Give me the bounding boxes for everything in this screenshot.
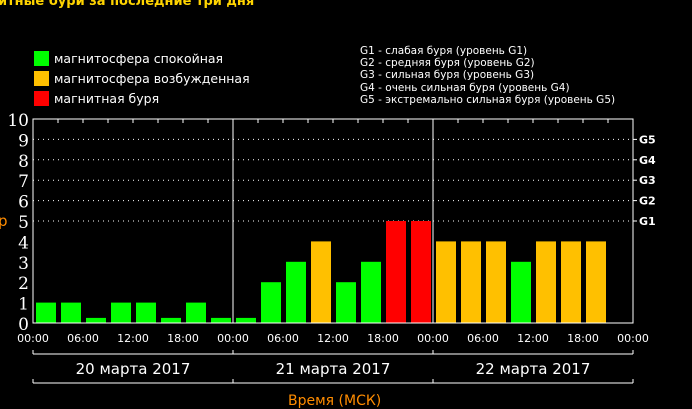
g-level-label: G4 bbox=[639, 154, 656, 167]
x-tick-label: 06:00 bbox=[67, 332, 99, 345]
chart-title: итные бури за последние три дня bbox=[0, 0, 255, 9]
x-tick-label: 12:00 bbox=[117, 332, 149, 345]
legend-swatch bbox=[34, 90, 49, 106]
x-tick-label: 06:00 bbox=[467, 332, 499, 345]
bar bbox=[486, 241, 506, 323]
g-level-label: G2 bbox=[639, 195, 656, 208]
bar bbox=[86, 317, 106, 323]
bar bbox=[411, 221, 431, 323]
bar bbox=[461, 241, 481, 323]
x-tick-label: 12:00 bbox=[317, 332, 349, 345]
x-tick-label: 00:00 bbox=[17, 332, 49, 345]
g-level-label: G1 bbox=[639, 215, 656, 228]
x-tick-label: 06:00 bbox=[267, 332, 299, 345]
y-tick-label: 2 bbox=[18, 274, 29, 294]
day-label: 22 марта 2017 bbox=[476, 360, 591, 378]
g-legend-item: G1 - слабая буря (уровень G1) bbox=[360, 45, 528, 57]
legend-swatch bbox=[34, 70, 49, 86]
x-tick-label: 00:00 bbox=[617, 332, 649, 345]
x-tick-label: 12:00 bbox=[517, 332, 549, 345]
bar bbox=[311, 241, 331, 323]
bar bbox=[436, 241, 456, 323]
g-legend-item: G2 - средняя буря (уровень G2) bbox=[360, 57, 535, 70]
bar bbox=[386, 221, 406, 323]
legend-item-active: магнитосфера возбужденная bbox=[34, 68, 250, 88]
y-tick-label: 5 bbox=[18, 213, 29, 233]
bar bbox=[336, 282, 356, 323]
bar bbox=[261, 282, 281, 323]
y-tick-label: 7 bbox=[18, 172, 29, 192]
legend-item-storm: магнитная буря bbox=[34, 88, 250, 108]
bar bbox=[586, 241, 606, 323]
bar bbox=[561, 241, 581, 323]
y-tick-label: 10 bbox=[7, 111, 29, 131]
bar bbox=[186, 302, 206, 323]
status-legend: магнитосфера спокойная магнитосфера возб… bbox=[34, 48, 250, 108]
bar bbox=[536, 241, 556, 323]
g-legend-item: G5 - экстремально сильная буря (уровень … bbox=[360, 93, 616, 106]
x-tick-label: 00:00 bbox=[417, 332, 449, 345]
y-tick-label: 4 bbox=[18, 233, 29, 253]
bar bbox=[111, 302, 131, 323]
day-label: 21 марта 2017 bbox=[276, 360, 391, 378]
bar bbox=[361, 261, 381, 323]
x-tick-label: 18:00 bbox=[367, 332, 399, 345]
storm-level-legend: G1 - слабая буря (уровень G1) G2 - средн… bbox=[360, 45, 615, 106]
bar bbox=[36, 302, 56, 323]
g-level-label: G5 bbox=[639, 133, 656, 146]
y-tick-label: 9 bbox=[18, 131, 29, 151]
x-tick-label: 00:00 bbox=[217, 332, 249, 345]
day-label: 20 марта 2017 bbox=[76, 360, 191, 378]
bar bbox=[236, 317, 256, 323]
y-tick-label: 3 bbox=[18, 254, 29, 274]
bar bbox=[511, 261, 531, 323]
y-axis-label: р bbox=[0, 212, 8, 230]
legend-item-quiet: магнитосфера спокойная bbox=[34, 48, 250, 68]
bar bbox=[61, 302, 81, 323]
bar bbox=[136, 302, 156, 323]
y-tick-label: 6 bbox=[18, 193, 29, 213]
g-legend-item: G3 - сильная буря (уровень G3) bbox=[360, 69, 535, 82]
legend-swatch bbox=[34, 50, 49, 66]
bar bbox=[161, 317, 181, 323]
bar bbox=[286, 261, 306, 323]
x-tick-label: 18:00 bbox=[567, 332, 599, 345]
x-axis-label: Время (МСК) bbox=[288, 393, 382, 409]
bar bbox=[211, 317, 231, 323]
y-tick-label: 0 bbox=[18, 315, 29, 335]
y-tick-label: 1 bbox=[18, 295, 29, 315]
g-legend-item: G4 - очень сильная буря (уровень G4) bbox=[360, 81, 570, 94]
y-tick-label: 8 bbox=[18, 152, 29, 172]
x-tick-label: 18:00 bbox=[167, 332, 199, 345]
g-level-label: G3 bbox=[639, 174, 656, 187]
